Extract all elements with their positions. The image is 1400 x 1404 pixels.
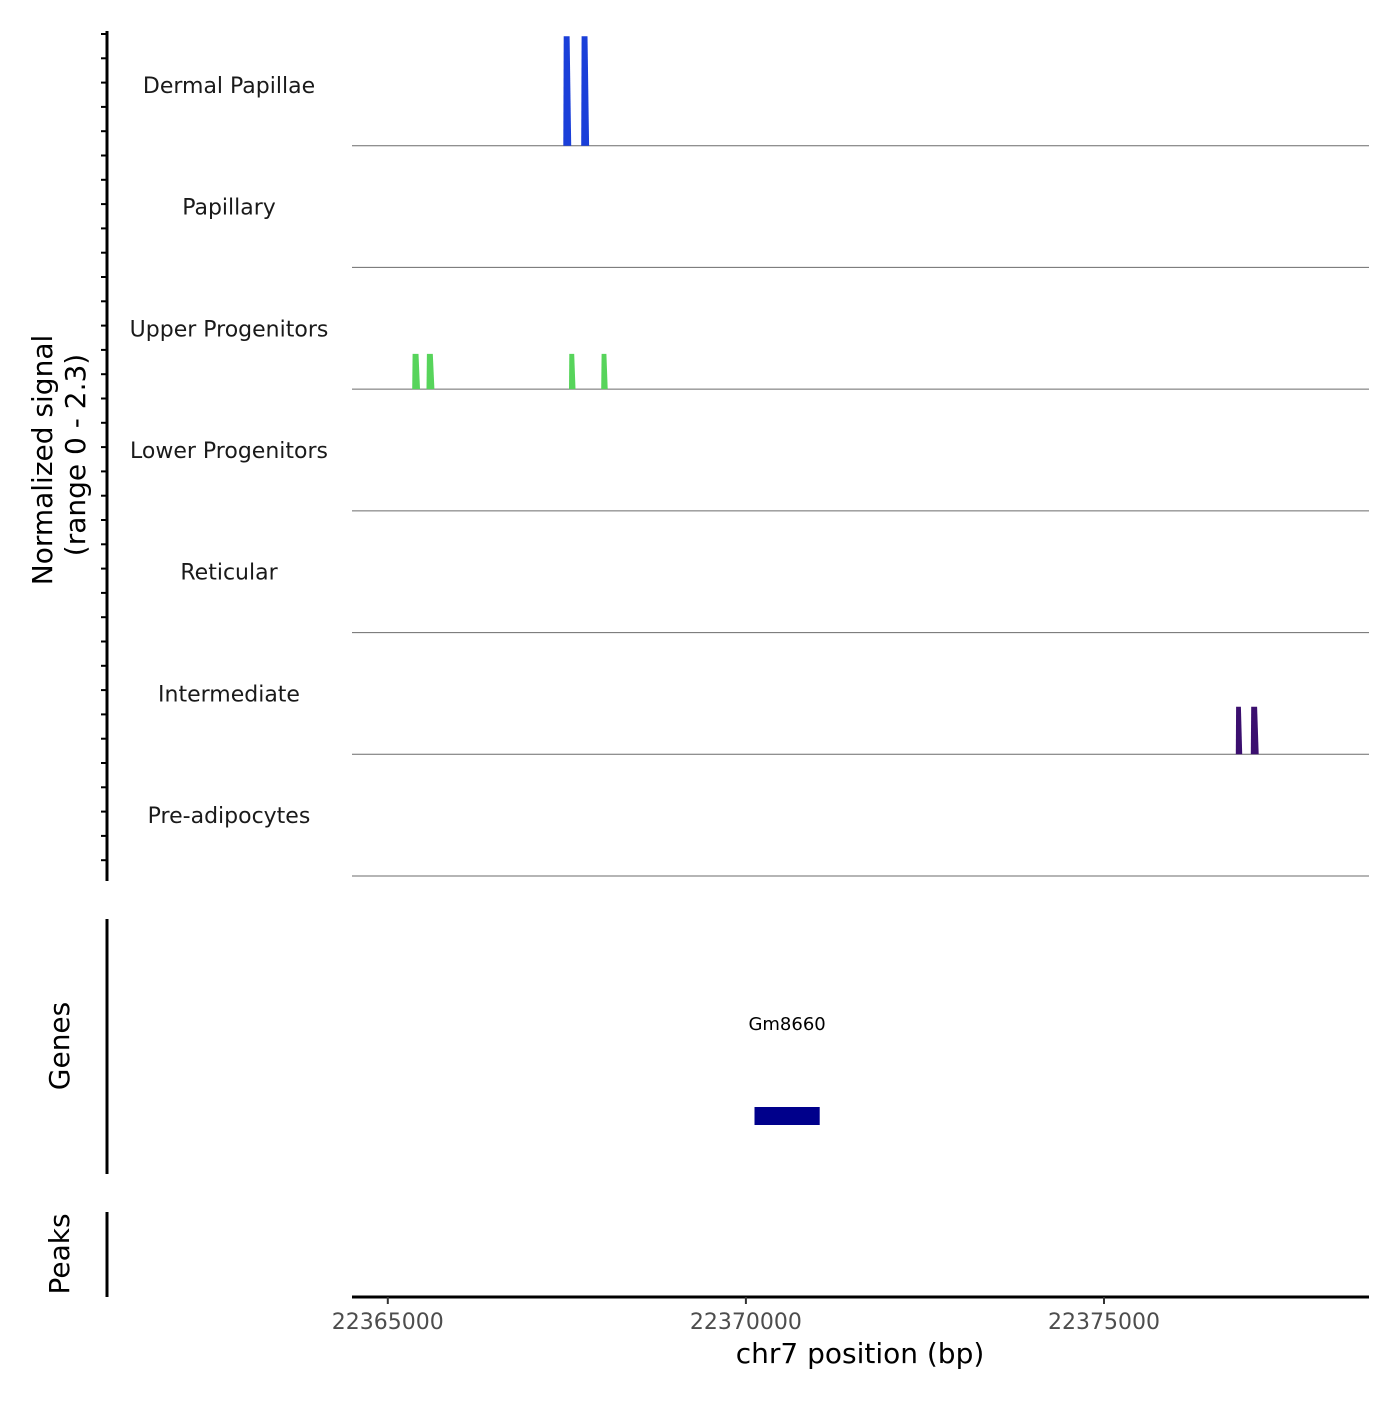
coverage-track-label: Papillary	[182, 196, 276, 221]
coverage-track-label: Pre-adipocytes	[148, 804, 311, 829]
coverage-track-label: Dermal Papillae	[143, 74, 315, 99]
x-axis-title: chr7 position (bp)	[736, 1337, 985, 1370]
coverage-track-label: Reticular	[180, 561, 278, 586]
coverage-track: Lower Progenitors	[130, 439, 1369, 512]
coverage-track: Intermediate	[158, 682, 1369, 755]
coverage-track: Upper Progenitors	[130, 317, 1369, 390]
coverage-peak	[412, 353, 420, 390]
coverage-peak	[601, 353, 608, 390]
coverage-peak	[1250, 706, 1259, 755]
x-axis-tick-label: 22375000	[1048, 1310, 1160, 1335]
coverage-peak	[563, 36, 572, 146]
genes-track: Gm8660	[105, 919, 826, 1174]
coverage-peak	[1235, 706, 1243, 755]
gene-label: Gm8660	[748, 1014, 825, 1035]
coverage-peak	[426, 353, 435, 390]
x-axis-tick-label: 22370000	[690, 1310, 802, 1335]
x-axis-tick-label: 22365000	[332, 1310, 444, 1335]
coverage-peak	[581, 36, 590, 146]
coverage-peak	[569, 353, 576, 390]
coverage-y-axis-title-line1: Normalized signal	[26, 335, 59, 586]
genes-track-title: Genes	[43, 1002, 76, 1090]
coverage-track-label: Upper Progenitors	[130, 317, 329, 342]
coverage-track: Dermal Papillae	[143, 36, 1369, 147]
coverage-track: Reticular	[180, 561, 1369, 634]
coverage-track-label: Lower Progenitors	[130, 439, 328, 464]
coverage-track: Pre-adipocytes	[148, 804, 1369, 877]
peaks-track-title: Peaks	[43, 1213, 76, 1294]
coverage-y-axis-title-line2: (range 0 - 2.3)	[59, 354, 92, 556]
coverage-track-label: Intermediate	[158, 682, 300, 707]
coverage-tracks: Dermal Papillae Papillary Upper Progenitor…	[101, 31, 1369, 881]
gene-body	[754, 1107, 820, 1125]
x-axis: 22365000 22370000 22375000	[332, 1295, 1369, 1335]
coverage-track: Papillary	[182, 196, 1369, 268]
